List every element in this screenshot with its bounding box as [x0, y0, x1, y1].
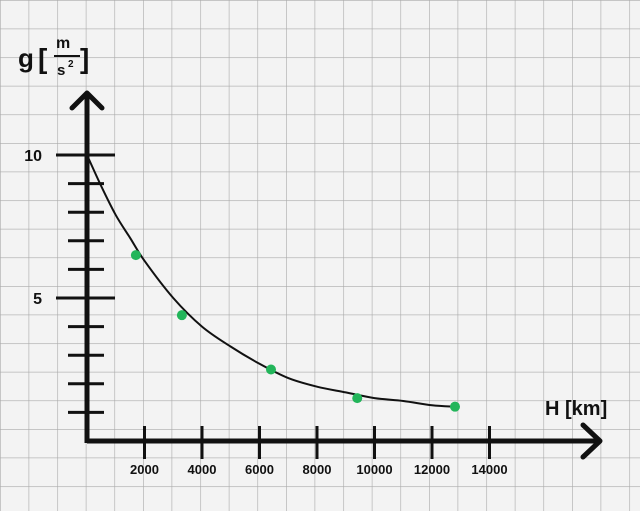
x-axis-label: H [km]: [545, 398, 607, 420]
y-axis-bracket-close: ]: [80, 43, 89, 74]
data-point-4: [352, 393, 363, 404]
x-tick-label-12000: 12000: [414, 462, 450, 477]
fit-curve: [86, 154, 456, 408]
y-axis-arrowhead: [69, 90, 105, 111]
x-axis-arrowhead: [580, 422, 603, 460]
x-tick-label-4000: 4000: [188, 462, 217, 477]
y-tick-label-10: 10: [24, 148, 42, 165]
y-axis-unit-numerator: m: [56, 35, 70, 52]
data-point-5: [450, 401, 460, 412]
y-axis-bracket-open: [: [38, 43, 47, 74]
x-tick-label-8000: 8000: [303, 462, 332, 477]
tick-labels: 2000 4000 6000 8000 10000 12000 14000 5 10: [24, 148, 507, 477]
data-point-1: [130, 250, 141, 261]
y-axis-symbol: g: [18, 43, 34, 73]
x-tick-label-14000: 14000: [471, 462, 507, 477]
y-axis-unit-denominator: s: [57, 62, 65, 79]
x-tick-label-10000: 10000: [356, 462, 392, 477]
x-tick-label-6000: 6000: [245, 462, 274, 477]
data-point-3: [266, 364, 276, 375]
x-tick-label-2000: 2000: [130, 462, 159, 477]
y-tick-label-5: 5: [33, 291, 42, 308]
y-axis-unit-exponent: 2: [68, 59, 74, 70]
data-point-2: [176, 310, 187, 321]
y-axis-label: g [ m s 2 ]: [18, 35, 89, 79]
data-points: [130, 250, 460, 412]
axis-ticks: [56, 153, 491, 459]
